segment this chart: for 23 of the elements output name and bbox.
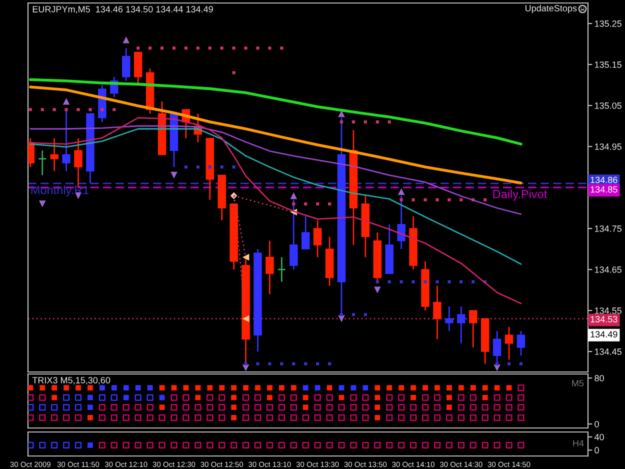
chart-title: EURJPYm,M5 134.46 134.50 134.44 134.49 [32, 6, 213, 14]
annotation: M5 [572, 380, 584, 386]
ref-line-label: 134.85 [590, 186, 618, 193]
annotation: Monthly.R1 [31, 185, 89, 196]
y-tick-label: 134.65 [594, 266, 622, 273]
y-tick-label: 134.95 [594, 143, 622, 150]
y-tick-label: 135.15 [594, 61, 622, 68]
y-tick-label: 0 [594, 447, 599, 454]
y-tick-label: 135.05 [594, 102, 622, 109]
y-tick-label: 80 [594, 374, 604, 382]
y-tick-label: 40 [594, 434, 604, 440]
annotation: UpdateStops [526, 4, 577, 14]
y-tick-label: 0 [594, 420, 599, 428]
ref-line-label: 134.53 [590, 316, 618, 322]
y-tick-label: 134.45 [594, 348, 622, 355]
ref-line-label: 134.86 [590, 176, 618, 184]
annotation: H4 [573, 440, 584, 446]
y-tick-label: 134.55 [594, 307, 622, 314]
annotation: Daily.Pivot [493, 190, 548, 201]
y-tick-label: 135.25 [594, 20, 622, 27]
chart-title: TRIX3 M5,15,30,60 [32, 377, 110, 384]
annotation: 134.49 [590, 331, 618, 338]
y-tick-label: 134.75 [594, 225, 622, 232]
